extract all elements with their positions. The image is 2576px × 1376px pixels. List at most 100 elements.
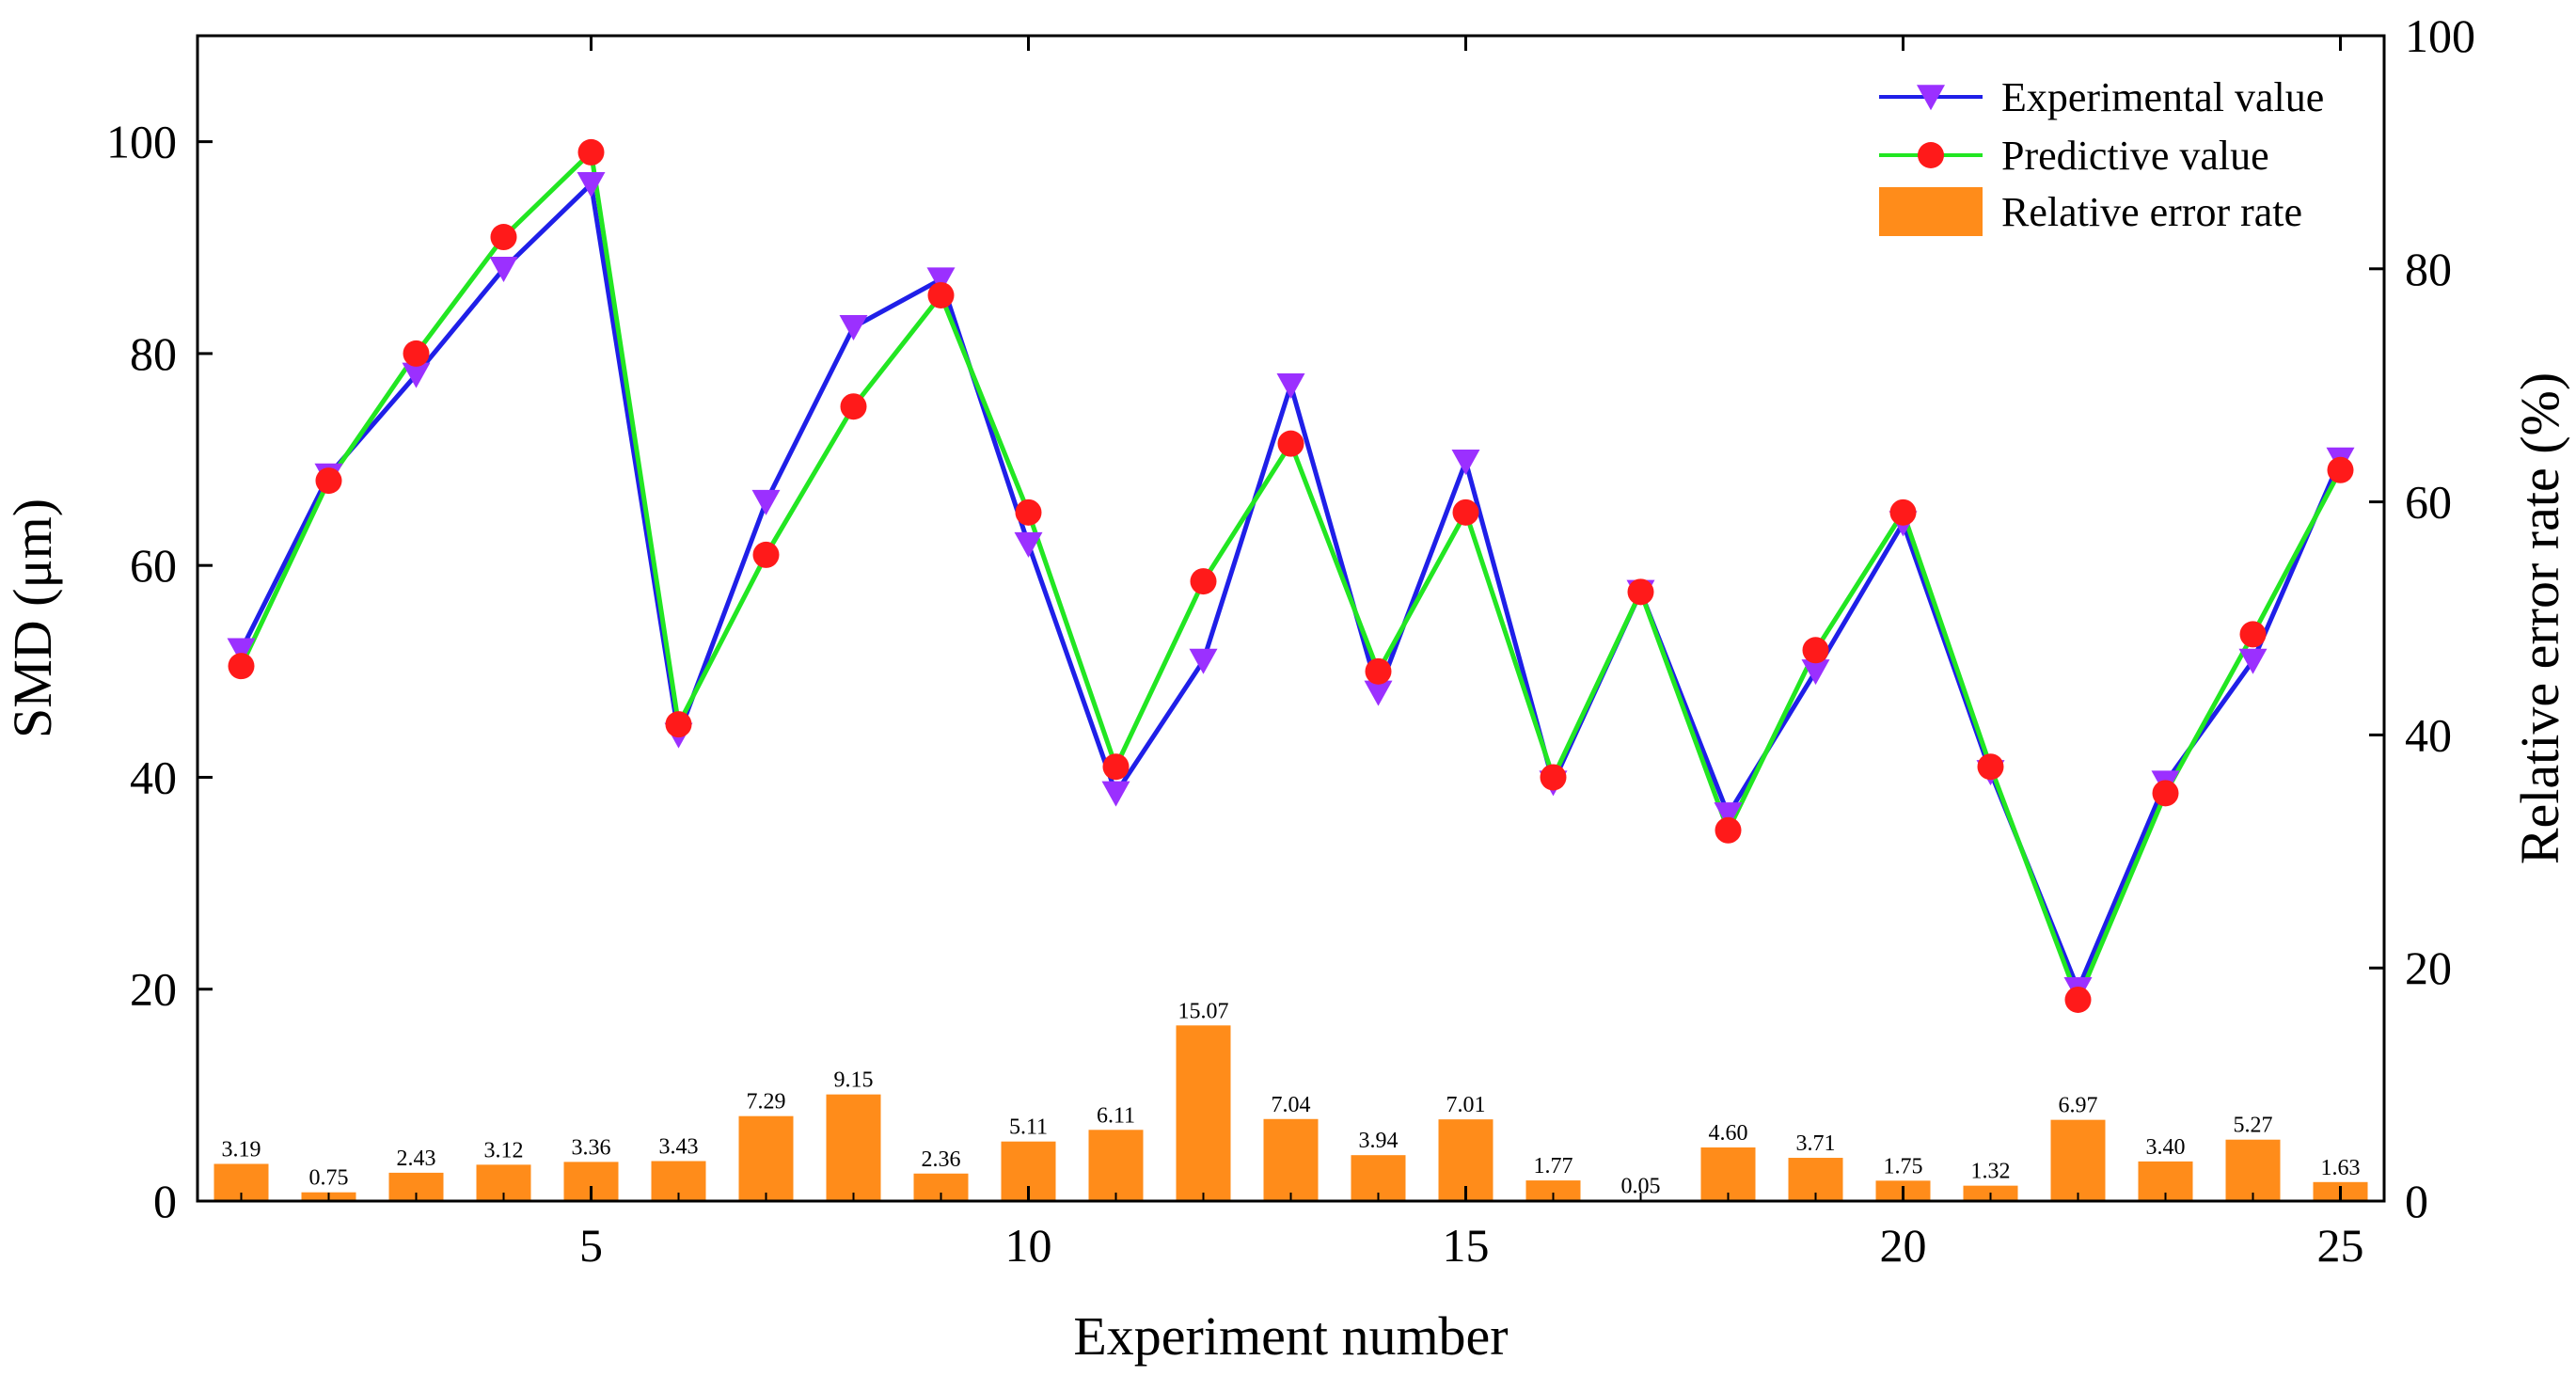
predictive-point bbox=[1190, 568, 1217, 595]
predictive-point bbox=[1540, 764, 1567, 791]
experimental-point bbox=[227, 638, 256, 664]
error-bar-label: 3.40 bbox=[2146, 1135, 2186, 1160]
error-bar bbox=[826, 1094, 881, 1201]
experimental-point bbox=[1801, 659, 1830, 686]
x-axis-title: Experiment number bbox=[1073, 1305, 1508, 1367]
error-bar-label: 3.94 bbox=[1359, 1129, 1399, 1153]
y-right-tick-label: 60 bbox=[2405, 476, 2452, 529]
error-bar-label: 5.11 bbox=[1009, 1115, 1048, 1140]
error-bar-label: 2.43 bbox=[397, 1147, 436, 1171]
predictive-point bbox=[1802, 637, 1829, 664]
error-bar-label: 7.29 bbox=[747, 1090, 786, 1115]
markers-layer bbox=[227, 138, 2355, 1013]
y-left-tick-label: 40 bbox=[130, 751, 177, 803]
legend-marker-predictive bbox=[1918, 142, 1944, 168]
experimental-point bbox=[489, 257, 518, 283]
error-bar-label: 5.27 bbox=[2234, 1114, 2273, 1138]
predictive-point bbox=[840, 393, 867, 420]
error-bar-label: 3.19 bbox=[222, 1137, 261, 1162]
predictive-point bbox=[665, 711, 692, 738]
y-right-tick-label: 20 bbox=[2405, 941, 2452, 994]
legend-label-error-rate: Relative error rate bbox=[2001, 189, 2302, 235]
legend-marker-experimental bbox=[1917, 85, 1945, 111]
error-bar-label: 3.36 bbox=[572, 1135, 611, 1160]
error-bar bbox=[2225, 1139, 2281, 1201]
error-bar-label: 15.07 bbox=[1178, 999, 1229, 1023]
experimental-point bbox=[1714, 802, 1743, 829]
y-right-tick-label: 100 bbox=[2405, 9, 2475, 62]
y-left-tick-label: 20 bbox=[130, 963, 177, 1016]
experimental-point bbox=[1364, 680, 1393, 706]
y-right-tick-label: 40 bbox=[2405, 708, 2452, 761]
experimental-point bbox=[1014, 531, 1043, 558]
predictive-point bbox=[315, 467, 342, 495]
predictive-point bbox=[1102, 753, 1130, 781]
experimental-point bbox=[751, 489, 781, 515]
error-bar bbox=[738, 1115, 794, 1201]
predictive-point bbox=[1277, 430, 1304, 457]
error-bar-label: 9.15 bbox=[834, 1068, 874, 1093]
y-left-tick-label: 60 bbox=[130, 539, 177, 592]
legend-swatch-error-rate bbox=[1879, 187, 1983, 236]
legend-label-experimental: Experimental value bbox=[2001, 74, 2324, 120]
predictive-point bbox=[2327, 456, 2354, 483]
legend-label-predictive: Predictive value bbox=[2001, 133, 2269, 179]
x-tick-label: 10 bbox=[1005, 1219, 1052, 1272]
error-bar bbox=[2050, 1119, 2106, 1201]
error-bar-label: 6.11 bbox=[1097, 1103, 1135, 1128]
error-bar bbox=[1700, 1147, 1756, 1201]
predictive-point bbox=[2152, 780, 2179, 807]
x-tick-label: 5 bbox=[579, 1219, 603, 1272]
y-axis-title-left: SMD (μm) bbox=[2, 498, 63, 738]
experimental-point bbox=[402, 362, 431, 388]
x-tick-label: 20 bbox=[1880, 1219, 1927, 1272]
y-left-tick-label: 80 bbox=[130, 327, 177, 380]
legend: Experimental value Predictive value Rela… bbox=[1879, 74, 2324, 236]
error-bar bbox=[1176, 1025, 1231, 1201]
predictive-line bbox=[239, 150, 2343, 1003]
experimental-point bbox=[577, 171, 606, 198]
error-bar-label: 2.36 bbox=[922, 1147, 961, 1172]
error-bar-label: 3.71 bbox=[1796, 1131, 1836, 1156]
error-bar-label: 7.01 bbox=[1446, 1093, 1486, 1117]
predictive-point bbox=[1715, 816, 1742, 844]
error-bar-label: 7.04 bbox=[1272, 1093, 1311, 1117]
predictive-point bbox=[927, 281, 955, 308]
error-bar bbox=[1525, 1180, 1581, 1201]
error-bar-label: 1.75 bbox=[1884, 1154, 1923, 1178]
experimental-point bbox=[1276, 372, 1305, 399]
experimental-point bbox=[1101, 781, 1130, 807]
y-left-tick-label: 0 bbox=[153, 1175, 177, 1227]
y-axis-title-right: Relative error rate (%) bbox=[2509, 372, 2570, 864]
error-bar-label: 1.77 bbox=[1534, 1154, 1573, 1178]
experimental-point bbox=[926, 267, 956, 293]
error-bar-label: 1.63 bbox=[2321, 1156, 2361, 1180]
predictive-point bbox=[490, 224, 517, 251]
predictive-point bbox=[2239, 621, 2267, 648]
experimental-line bbox=[239, 182, 2343, 992]
y-right-tick-label: 0 bbox=[2405, 1175, 2428, 1227]
predictive-point bbox=[752, 541, 780, 568]
y-left-tick-label: 100 bbox=[106, 116, 177, 168]
experimental-point bbox=[1451, 450, 1480, 476]
error-bar bbox=[1088, 1130, 1144, 1201]
experimental-point bbox=[1189, 648, 1218, 674]
error-bar-label: 4.60 bbox=[1709, 1121, 1748, 1146]
predictive-point bbox=[2064, 986, 2092, 1013]
y-right-tick-label: 80 bbox=[2405, 243, 2452, 295]
predictive-point bbox=[1889, 498, 1917, 526]
lines-layer bbox=[239, 150, 2343, 1003]
bar-labels-layer: 3.19 0.75 2.43 3.12 3.36 3.43 7.29 9.15 2.36 5.11… bbox=[222, 999, 2361, 1198]
predictive-point bbox=[403, 340, 430, 367]
predictive-point bbox=[577, 138, 605, 166]
predictive-point bbox=[1015, 498, 1042, 526]
error-bar-label: 0.75 bbox=[309, 1166, 349, 1191]
error-bar-label: 6.97 bbox=[2059, 1094, 2098, 1118]
error-bar-label: 3.43 bbox=[659, 1135, 699, 1160]
predictive-point bbox=[1977, 753, 2004, 781]
ticks-layer: 5 10 15 20 25 0 20 40 60 80 100 0 20 40 60 80 100 bbox=[106, 9, 2475, 1272]
predictive-point bbox=[1452, 498, 1479, 526]
predictive-point bbox=[1627, 578, 1654, 606]
error-bar bbox=[1263, 1118, 1319, 1201]
